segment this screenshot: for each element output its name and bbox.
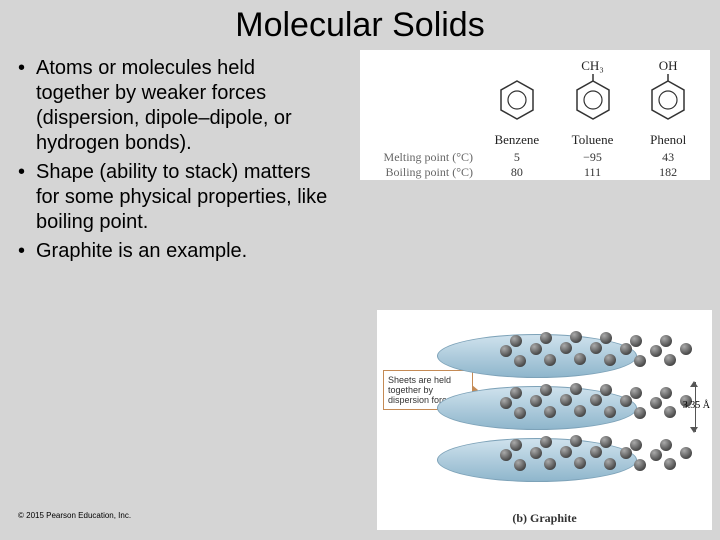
carbon-atom-icon (660, 387, 672, 399)
carbon-atom-icon (604, 406, 616, 418)
carbon-atom-icon (570, 331, 582, 343)
boiling-point-row: Boiling point (°C) 80 111 182 (360, 165, 710, 180)
carbon-atom-icon (630, 387, 642, 399)
carbon-atom-icon (604, 354, 616, 366)
bullet-item: Graphite is an example. (18, 239, 328, 264)
graphite-sheet (437, 334, 637, 378)
carbon-atom-icon (620, 447, 632, 459)
molecule-name: Benzene (479, 132, 555, 148)
carbon-atom-icon (574, 457, 586, 469)
carbon-atom-icon (664, 458, 676, 470)
molecules-figure: Benzene CH₃ Toluene OH Phenol Melting po… (360, 50, 710, 180)
molecule-toluene: CH₃ Toluene (555, 56, 631, 148)
carbon-atom-icon (560, 446, 572, 458)
carbon-atom-icon (680, 447, 692, 459)
carbon-atom-icon (590, 342, 602, 354)
carbon-atom-icon (530, 395, 542, 407)
carbon-atom-icon (650, 345, 662, 357)
carbon-atom-icon (540, 332, 552, 344)
carbon-atom-icon (620, 395, 632, 407)
data-cell: 111 (555, 165, 631, 180)
carbon-atom-icon (514, 407, 526, 419)
dimension-label: 3.35 Å (683, 400, 710, 411)
carbon-atom-icon (650, 397, 662, 409)
carbon-atom-icon (630, 439, 642, 451)
melting-point-row: Melting point (°C) 5 −95 43 (360, 150, 710, 165)
carbon-atom-icon (600, 384, 612, 396)
graphite-sheet (437, 386, 637, 430)
molecule-name: Phenol (630, 132, 706, 148)
carbon-atom-icon (560, 394, 572, 406)
carbon-atom-icon (664, 354, 676, 366)
benzene-ring-icon (571, 74, 615, 122)
carbon-atom-icon (510, 387, 522, 399)
data-cell: 5 (479, 150, 555, 165)
carbon-atom-icon (590, 394, 602, 406)
carbon-atom-icon (664, 406, 676, 418)
copyright-text: © 2015 Pearson Education, Inc. (18, 511, 131, 520)
molecule-name: Toluene (555, 132, 631, 148)
benzene-ring-icon (646, 74, 690, 122)
carbon-atom-icon (510, 335, 522, 347)
row-label: Melting point (°C) (364, 150, 479, 165)
carbon-atom-icon (680, 343, 692, 355)
carbon-atom-icon (570, 383, 582, 395)
bullet-item: Atoms or molecules held together by weak… (18, 56, 328, 156)
data-cell: −95 (555, 150, 631, 165)
carbon-atom-icon (660, 439, 672, 451)
molecule-phenol: OH Phenol (630, 56, 706, 148)
carbon-atom-icon (630, 335, 642, 347)
carbon-atom-icon (560, 342, 572, 354)
carbon-atom-icon (590, 446, 602, 458)
bullet-item: Shape (ability to stack) matters for som… (18, 160, 328, 235)
substituent-label: OH (630, 58, 706, 74)
figure-caption: (b) Graphite (377, 511, 712, 526)
carbon-atom-icon (634, 355, 646, 367)
carbon-atom-icon (604, 458, 616, 470)
carbon-atom-icon (540, 384, 552, 396)
carbon-atom-icon (570, 435, 582, 447)
carbon-atom-icon (510, 439, 522, 451)
carbon-atom-icon (544, 354, 556, 366)
carbon-atom-icon (650, 449, 662, 461)
carbon-atom-icon (660, 335, 672, 347)
carbon-atom-icon (544, 458, 556, 470)
carbon-atom-icon (574, 353, 586, 365)
carbon-atom-icon (600, 332, 612, 344)
carbon-atom-icon (500, 449, 512, 461)
page-title: Molecular Solids (0, 0, 720, 45)
carbon-atom-icon (530, 343, 542, 355)
carbon-atom-icon (574, 405, 586, 417)
substituent-label: CH₃ (555, 58, 631, 74)
molecule-benzene: Benzene (479, 78, 555, 148)
graphite-figure: Sheets are held together by dispersion f… (377, 310, 712, 530)
carbon-atom-icon (600, 436, 612, 448)
row-label: Boiling point (°C) (364, 165, 479, 180)
carbon-atom-icon (500, 397, 512, 409)
bullet-list: Atoms or molecules held together by weak… (18, 56, 328, 268)
carbon-atom-icon (540, 436, 552, 448)
carbon-atom-icon (634, 459, 646, 471)
data-cell: 43 (630, 150, 706, 165)
data-cell: 80 (479, 165, 555, 180)
carbon-atom-icon (620, 343, 632, 355)
carbon-atom-icon (500, 345, 512, 357)
data-cell: 182 (630, 165, 706, 180)
carbon-atom-icon (514, 355, 526, 367)
carbon-atom-icon (544, 406, 556, 418)
graphite-sheet (437, 438, 637, 482)
carbon-atom-icon (530, 447, 542, 459)
carbon-atom-icon (514, 459, 526, 471)
carbon-atom-icon (634, 407, 646, 419)
benzene-ring-icon (495, 78, 539, 122)
